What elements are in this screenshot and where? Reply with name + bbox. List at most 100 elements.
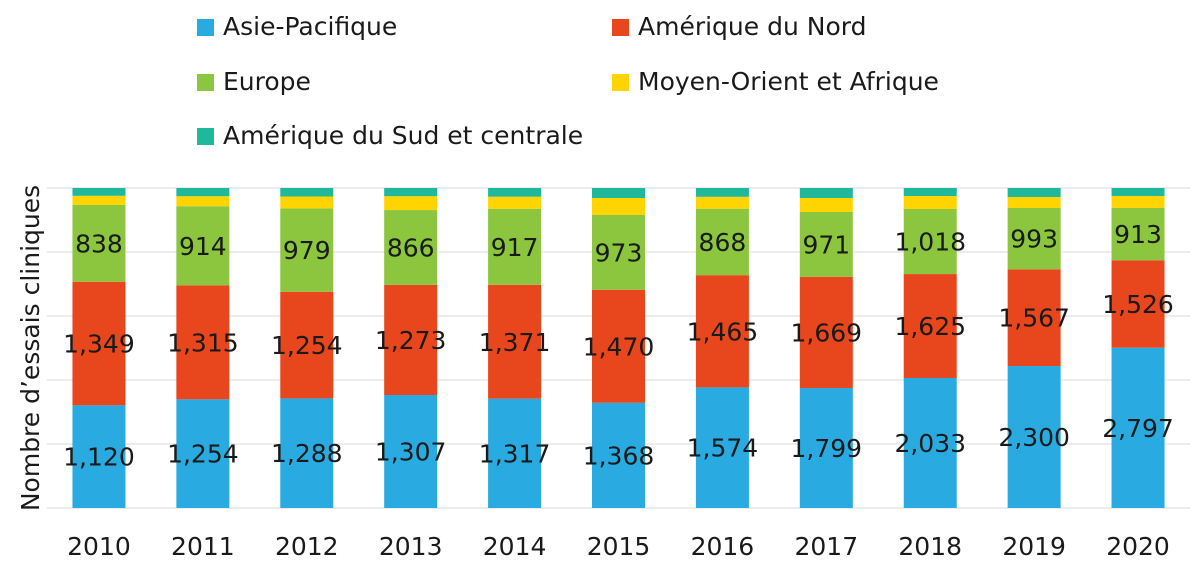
- bar-segment: [1111, 195, 1165, 208]
- bar-segment: [592, 289, 645, 403]
- bar-segment: [488, 398, 542, 508]
- data-label: 1,018: [894, 228, 966, 257]
- bar-segment: [1007, 269, 1061, 367]
- bar-segment: [384, 284, 438, 395]
- bar-segment: [72, 204, 126, 282]
- bar-segment: [903, 377, 957, 508]
- bar-segment: [695, 387, 749, 508]
- data-label: 1,574: [687, 434, 759, 463]
- legend-label: Europe: [223, 67, 311, 96]
- x-tick-label: 2017: [795, 532, 859, 561]
- bar-segment: [799, 198, 853, 213]
- bar-segment: [280, 398, 334, 508]
- bar-segment: [384, 188, 438, 197]
- bar-segment: [488, 284, 542, 399]
- bar-segment: [488, 208, 542, 285]
- bar-segment: [695, 188, 749, 197]
- data-label: 973: [595, 238, 643, 267]
- bar-segment: [903, 274, 957, 378]
- x-tick-label: 2019: [1002, 532, 1066, 561]
- legend-swatch: [197, 128, 214, 145]
- bar-segment: [1007, 366, 1061, 508]
- data-label: 1,625: [894, 312, 966, 341]
- x-tick-label: 2016: [691, 532, 755, 561]
- bar-segment: [799, 388, 853, 508]
- bar-segment: [488, 196, 542, 209]
- bar-segment: [1007, 208, 1061, 270]
- legend-swatch: [612, 74, 629, 91]
- bar-segment: [176, 206, 230, 286]
- bar-segment: [695, 208, 749, 276]
- data-label: 1,368: [583, 441, 655, 470]
- data-label: 1,470: [583, 332, 655, 361]
- x-tick-label: 2010: [67, 532, 131, 561]
- data-label: 1,317: [479, 439, 551, 468]
- legend-swatch: [197, 19, 214, 36]
- bar-segment: [176, 285, 230, 400]
- x-tick-label: 2018: [898, 532, 962, 561]
- data-label: 2,797: [1102, 414, 1174, 443]
- bar-segment: [903, 208, 957, 275]
- legend-label: Asie-Pacifique: [223, 12, 397, 41]
- data-label: 1,465: [687, 317, 759, 346]
- bar-segment: [384, 210, 438, 285]
- data-label: 1,567: [998, 304, 1070, 333]
- bar-segment: [592, 214, 645, 290]
- legend-label: Amérique du Sud et centrale: [223, 121, 583, 150]
- bar-segment: [1111, 207, 1165, 261]
- data-label: 1,273: [375, 326, 447, 355]
- data-label: 1,349: [63, 330, 135, 359]
- bar-segment: [280, 196, 334, 209]
- data-label: 2,033: [894, 429, 966, 458]
- bar-segment: [176, 188, 230, 197]
- bar-segment: [280, 208, 334, 292]
- bar-segment: [695, 275, 749, 388]
- data-label: 914: [179, 232, 227, 261]
- data-label: 1,371: [479, 328, 551, 357]
- bar-segment: [903, 195, 957, 209]
- data-label: 979: [283, 236, 331, 265]
- bar-segment: [1007, 197, 1061, 208]
- bar-segment: [592, 402, 645, 508]
- x-tick-label: 2014: [483, 532, 547, 561]
- bar-segment: [72, 188, 126, 196]
- bar-segment: [384, 196, 438, 211]
- bar-segment: [72, 281, 126, 406]
- y-axis-label: Nombre d’essais cliniques: [16, 185, 45, 511]
- bar-segment: [72, 405, 126, 508]
- data-label: 1,254: [167, 440, 239, 469]
- data-label: 1,120: [63, 443, 135, 472]
- data-label: 868: [699, 228, 747, 257]
- data-label: 1,669: [791, 318, 863, 347]
- bar-segment: [1111, 347, 1165, 508]
- bar-segment: [592, 197, 645, 215]
- bar-segment: [1111, 260, 1165, 348]
- data-label: 866: [387, 233, 435, 262]
- bar-segment: [799, 212, 853, 277]
- x-tick-label: 2015: [587, 532, 651, 561]
- data-label: 838: [75, 229, 123, 258]
- legend-swatch: [612, 19, 629, 36]
- data-label: 1,799: [791, 434, 863, 463]
- bar-segment: [592, 188, 645, 198]
- data-label: 1,254: [271, 331, 343, 360]
- data-label: 917: [491, 233, 539, 262]
- data-label: 913: [1114, 220, 1162, 249]
- bar-segment: [176, 399, 230, 508]
- bar-segment: [72, 195, 126, 205]
- bar-segment: [1007, 188, 1061, 198]
- x-tick-label: 2013: [379, 532, 443, 561]
- x-tick-label: 2020: [1106, 532, 1170, 561]
- data-label: 1,307: [375, 437, 447, 466]
- bar-segment: [176, 196, 230, 207]
- bar-segment: [384, 394, 438, 508]
- x-tick-label: 2011: [171, 532, 235, 561]
- bar-segment: [903, 188, 957, 196]
- data-label: 971: [802, 230, 850, 259]
- bar-segment: [1111, 188, 1165, 196]
- data-label: 1,315: [167, 328, 239, 357]
- x-tick-label: 2012: [275, 532, 339, 561]
- legend-swatch: [197, 74, 214, 91]
- data-label: 1,288: [271, 439, 343, 468]
- data-label: 993: [1010, 225, 1058, 254]
